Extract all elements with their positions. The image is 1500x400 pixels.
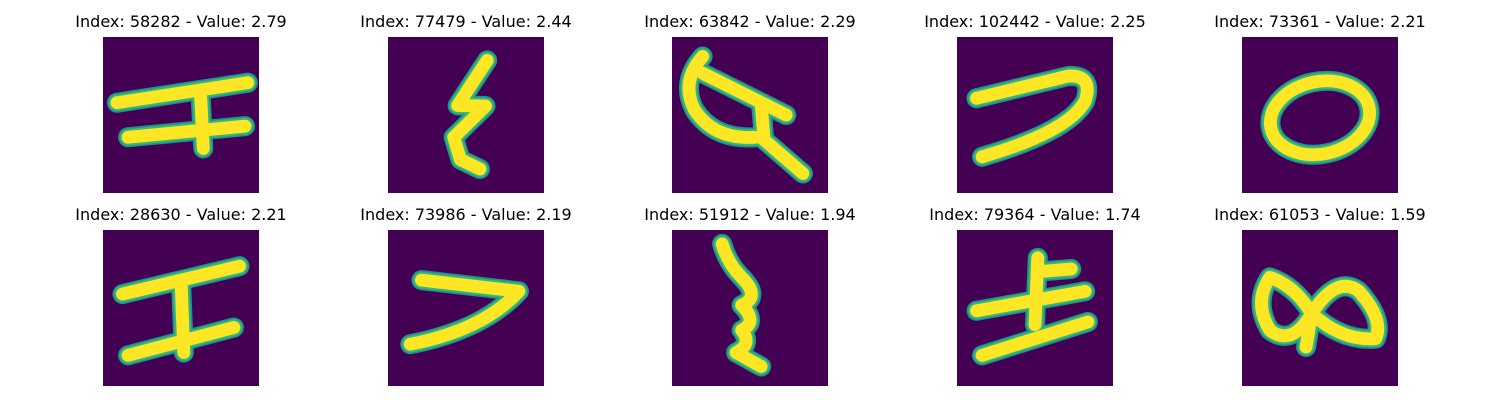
panel-title: Index: 63842 - Value: 2.29 [644,12,856,31]
digit-image [957,37,1113,193]
digit-image-panel [957,37,1113,193]
digit-image-panel [1242,230,1398,386]
digit-image-panel [1242,37,1398,193]
digit-image-panel [388,230,544,386]
digit-image [957,230,1113,386]
panel-title: Index: 51912 - Value: 1.94 [644,205,856,224]
panel-title: Index: 61053 - Value: 1.59 [1214,205,1426,224]
digit-image [1242,230,1398,386]
panel-title: Index: 77479 - Value: 2.44 [360,12,572,31]
panel-title: Index: 102442 - Value: 2.25 [924,12,1146,31]
panel-title: Index: 73986 - Value: 2.19 [360,205,572,224]
digit-image-panel [103,37,259,193]
panel-title: Index: 28630 - Value: 2.21 [75,205,287,224]
digit-image [388,230,544,386]
digit-image-panel [388,37,544,193]
digit-image [1242,37,1398,193]
digit-image [103,37,259,193]
digit-image-panel [672,37,828,193]
digit-image [672,230,828,386]
digit-image-panel [103,230,259,386]
panel-title: Index: 73361 - Value: 2.21 [1214,12,1426,31]
digit-image [388,37,544,193]
panel-title: Index: 79364 - Value: 1.74 [929,205,1141,224]
panel-title: Index: 58282 - Value: 2.79 [75,12,287,31]
digit-image [672,37,828,193]
digit-image [103,230,259,386]
digit-image-panel [672,230,828,386]
digit-image-panel [957,230,1113,386]
